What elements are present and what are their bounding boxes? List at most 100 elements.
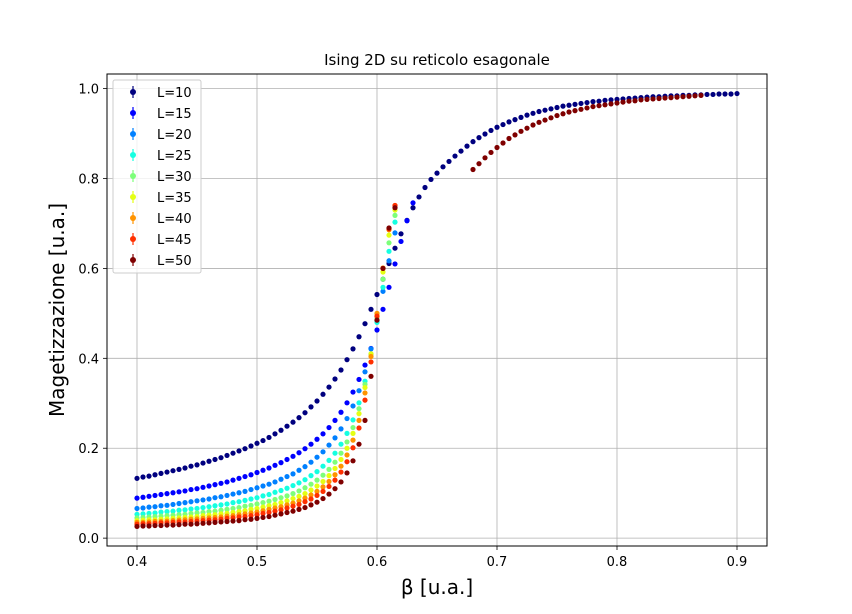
- data-point: [386, 240, 392, 246]
- data-point: [614, 100, 620, 106]
- data-point: [338, 456, 344, 463]
- grid: [107, 74, 767, 546]
- series-L=20: [134, 230, 398, 512]
- data-point: [284, 456, 290, 463]
- legend-marker: [130, 131, 136, 137]
- data-point: [386, 248, 392, 254]
- data-point: [332, 376, 338, 382]
- data-point: [194, 486, 200, 492]
- x-axis-label: β [u.a.]: [401, 575, 473, 599]
- data-point: [140, 523, 146, 529]
- data-point: [242, 497, 248, 503]
- data-point: [320, 463, 326, 469]
- data-point: [314, 488, 320, 494]
- data-point: [584, 99, 590, 106]
- data-point: [260, 493, 266, 499]
- legend-label: L=45: [157, 233, 192, 248]
- data-point: [182, 507, 188, 513]
- data-point: [230, 500, 236, 506]
- data-point: [164, 502, 170, 508]
- data-point: [692, 93, 698, 99]
- data-point: [284, 473, 290, 480]
- legend-entry: L=25: [130, 149, 192, 164]
- data-point: [248, 496, 254, 502]
- data-point: [230, 518, 236, 524]
- data-point: [344, 415, 350, 422]
- data-point: [350, 403, 356, 409]
- data-point: [356, 425, 362, 431]
- data-point: [530, 110, 536, 116]
- legend-label: L=20: [157, 128, 192, 143]
- data-point: [398, 238, 404, 245]
- data-point: [290, 482, 296, 489]
- data-point: [272, 512, 278, 518]
- data-point: [278, 500, 284, 506]
- data-point: [236, 518, 242, 524]
- data-point: [194, 505, 200, 512]
- data-point: [314, 483, 320, 489]
- data-point: [410, 200, 416, 206]
- data-point: [314, 499, 320, 505]
- data-point: [596, 98, 602, 104]
- data-point: [164, 509, 170, 515]
- legend-entry: L=30: [130, 170, 192, 185]
- data-point: [722, 91, 728, 97]
- data-point: [386, 232, 392, 238]
- data-point: [194, 510, 200, 516]
- data-point: [260, 483, 266, 489]
- data-point: [656, 95, 662, 102]
- y-axis-label: Magetizzazione [u.a.]: [45, 203, 69, 417]
- data-point: [470, 139, 476, 145]
- data-point: [296, 415, 302, 421]
- data-point: [344, 430, 350, 436]
- data-point: [230, 491, 236, 497]
- data-point: [302, 504, 308, 511]
- x-tick-label: 0.4: [127, 555, 148, 570]
- data-point: [248, 513, 254, 519]
- data-point: [362, 369, 368, 375]
- data-point: [308, 492, 314, 498]
- data-point: [224, 492, 230, 499]
- legend-entries: L=10 L=15 L=20 L=25 L=30 L=35 L=40 L=45 L=50: [130, 86, 192, 269]
- y-tick-label: 0.8: [78, 173, 99, 188]
- data-point: [242, 446, 248, 452]
- data-point: [188, 486, 194, 493]
- data-point: [212, 519, 218, 526]
- data-point: [284, 423, 290, 429]
- data-point: [422, 184, 428, 191]
- data-point: [134, 505, 140, 512]
- data-point: [440, 164, 446, 170]
- data-point: [134, 523, 140, 530]
- data-point: [356, 417, 362, 423]
- series-L=15: [134, 200, 416, 501]
- data-point: [260, 467, 266, 473]
- data-point: [302, 491, 308, 497]
- series-L=25: [134, 219, 398, 517]
- data-point: [182, 500, 188, 506]
- data-point: [272, 479, 278, 485]
- data-point: [338, 367, 344, 373]
- data-point: [236, 499, 242, 505]
- data-point: [278, 495, 284, 501]
- data-point: [152, 504, 158, 510]
- data-point: [362, 390, 368, 396]
- data-point: [680, 94, 686, 100]
- data-point: [242, 517, 248, 523]
- data-point: [386, 225, 392, 231]
- data-point: [296, 493, 302, 499]
- data-point: [338, 469, 344, 475]
- data-point: [410, 205, 416, 211]
- data-point: [356, 441, 362, 447]
- data-point: [266, 434, 272, 441]
- data-point: [476, 161, 482, 167]
- data-point: [254, 469, 260, 476]
- data-point: [188, 499, 194, 505]
- data-point: [188, 521, 194, 527]
- data-point: [230, 477, 236, 483]
- data-point: [254, 495, 260, 501]
- data-point: [356, 376, 362, 383]
- data-point: [368, 353, 374, 360]
- data-point: [542, 107, 548, 113]
- data-point: [494, 144, 500, 151]
